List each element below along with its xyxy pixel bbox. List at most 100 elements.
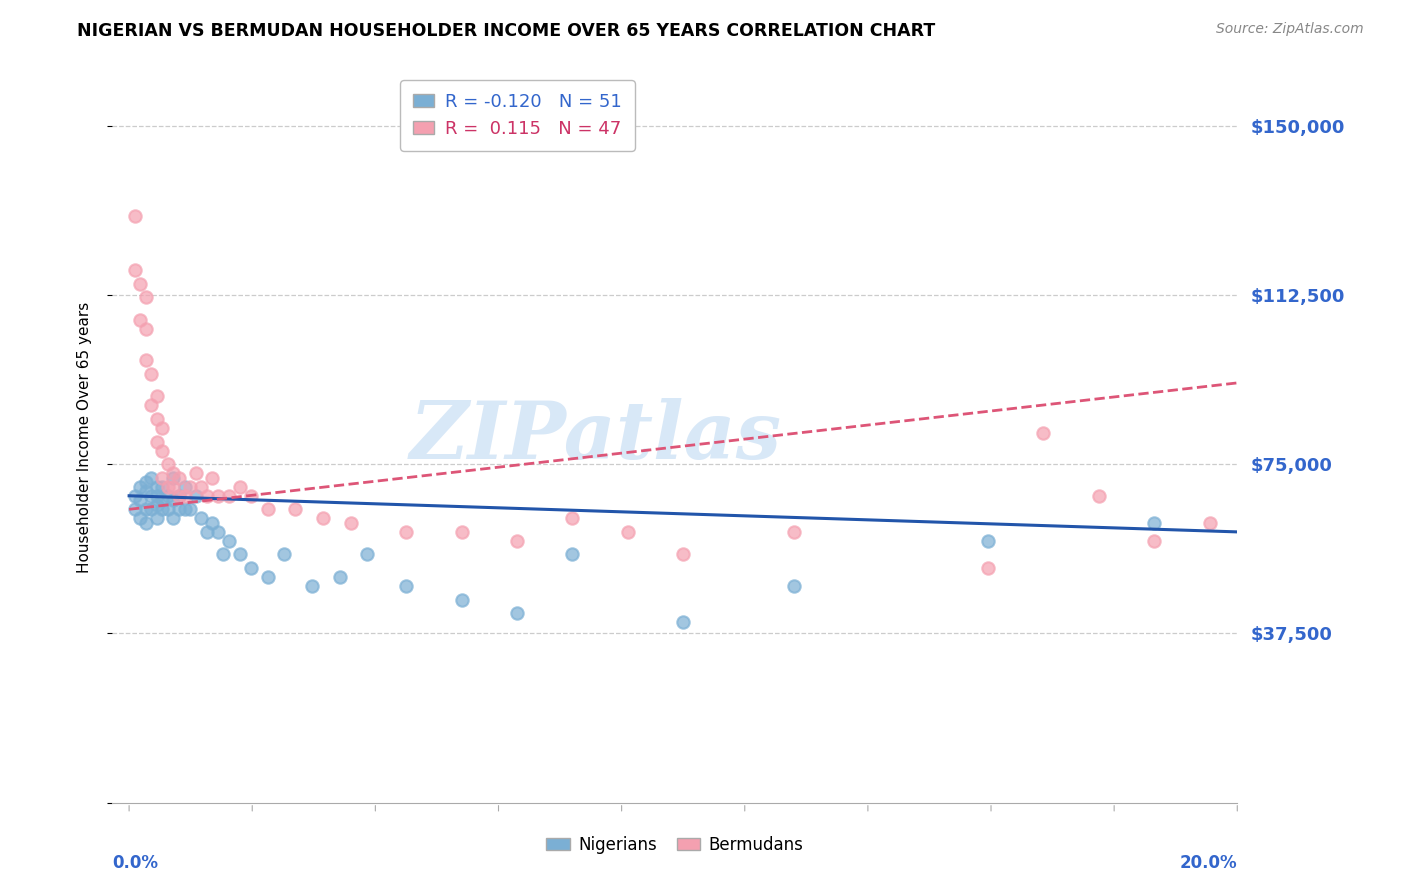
Text: ZIPatlas: ZIPatlas [411, 399, 782, 475]
Point [141, 367, 163, 381]
Point [124, 502, 146, 516]
Point [212, 548, 235, 562]
Point [146, 412, 169, 426]
Point [141, 489, 163, 503]
Point [207, 489, 229, 503]
Point [190, 511, 212, 525]
Point [135, 516, 157, 530]
Point [201, 471, 224, 485]
Point [167, 502, 190, 516]
Point [167, 471, 190, 485]
Point [617, 524, 640, 539]
Point [977, 561, 1000, 575]
Point [184, 489, 207, 503]
Point [150, 421, 173, 435]
Point [124, 209, 146, 223]
Point [135, 290, 157, 304]
Point [141, 471, 163, 485]
Point [256, 570, 278, 584]
Point [561, 548, 583, 562]
Point [129, 493, 152, 508]
Point [150, 502, 173, 516]
Point [179, 480, 201, 494]
Point [141, 399, 163, 413]
Point [672, 548, 695, 562]
Point [167, 489, 190, 503]
Point [356, 548, 378, 562]
Point [150, 493, 173, 508]
Point [1087, 489, 1109, 503]
Point [229, 548, 252, 562]
Point [218, 533, 240, 548]
Point [395, 524, 418, 539]
Text: 20.0%: 20.0% [1180, 854, 1237, 872]
Text: 0.0%: 0.0% [112, 854, 159, 872]
Point [1032, 425, 1054, 440]
Point [201, 516, 224, 530]
Point [395, 579, 418, 593]
Point [207, 524, 229, 539]
Y-axis label: Householder Income Over 65 years: Householder Income Over 65 years [77, 301, 91, 573]
Point [150, 471, 173, 485]
Point [167, 489, 190, 503]
Point [141, 502, 163, 516]
Point [173, 489, 195, 503]
Point [240, 561, 263, 575]
Point [135, 475, 157, 490]
Point [156, 502, 179, 516]
Point [195, 524, 218, 539]
Point [156, 480, 179, 494]
Point [173, 502, 195, 516]
Point [1198, 516, 1220, 530]
Point [124, 489, 146, 503]
Point [162, 466, 184, 480]
Point [150, 443, 173, 458]
Point [240, 489, 263, 503]
Point [129, 312, 152, 326]
Point [162, 471, 184, 485]
Point [218, 489, 240, 503]
Point [162, 480, 184, 494]
Point [301, 579, 323, 593]
Point [179, 502, 201, 516]
Point [146, 434, 169, 449]
Point [129, 480, 152, 494]
Point [146, 498, 169, 512]
Point [129, 511, 152, 525]
Point [146, 389, 169, 403]
Point [129, 277, 152, 291]
Point [450, 524, 472, 539]
Point [561, 511, 583, 525]
Point [284, 502, 307, 516]
Point [162, 511, 184, 525]
Text: NIGERIAN VS BERMUDAN HOUSEHOLDER INCOME OVER 65 YEARS CORRELATION CHART: NIGERIAN VS BERMUDAN HOUSEHOLDER INCOME … [77, 22, 935, 40]
Point [150, 480, 173, 494]
Point [783, 579, 806, 593]
Point [190, 480, 212, 494]
Point [195, 489, 218, 503]
Point [156, 489, 179, 503]
Legend: Nigerians, Bermudans: Nigerians, Bermudans [540, 829, 810, 860]
Point [329, 570, 352, 584]
Text: Source: ZipAtlas.com: Source: ZipAtlas.com [1216, 22, 1364, 37]
Point [135, 502, 157, 516]
Point [156, 457, 179, 471]
Point [339, 516, 361, 530]
Point [672, 615, 695, 630]
Point [184, 466, 207, 480]
Point [173, 480, 195, 494]
Point [450, 592, 472, 607]
Point [146, 511, 169, 525]
Point [506, 533, 529, 548]
Point [135, 484, 157, 499]
Point [124, 263, 146, 277]
Point [256, 502, 278, 516]
Point [162, 493, 184, 508]
Point [1143, 516, 1166, 530]
Point [506, 606, 529, 620]
Point [135, 322, 157, 336]
Point [1143, 533, 1166, 548]
Point [783, 524, 806, 539]
Point [135, 353, 157, 368]
Point [977, 533, 1000, 548]
